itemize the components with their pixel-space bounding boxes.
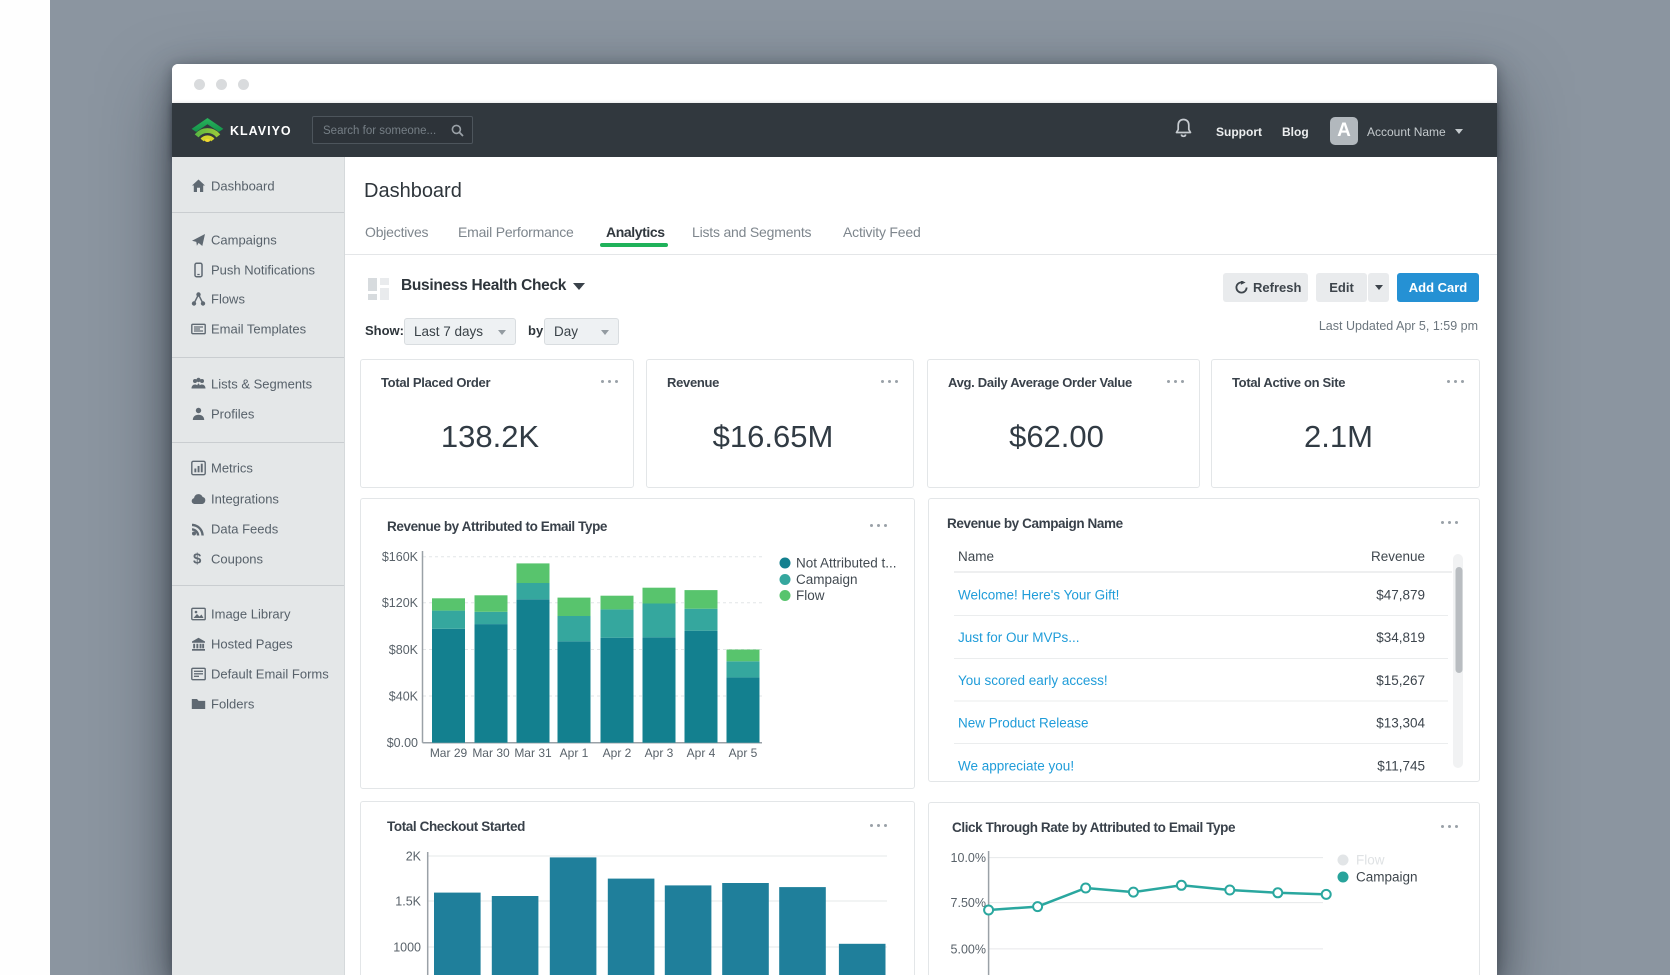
svg-text:Not Attributed t...: Not Attributed t... — [796, 556, 897, 571]
svg-text:7.50%: 7.50% — [951, 896, 986, 910]
svg-text:10.0%: 10.0% — [951, 851, 986, 865]
svg-text:Mar 29: Mar 29 — [430, 746, 468, 760]
svg-text:Apr 5: Apr 5 — [729, 746, 758, 760]
svg-text:$0.00: $0.00 — [387, 736, 418, 750]
svg-text:$120K: $120K — [382, 596, 419, 610]
svg-text:Mar 30: Mar 30 — [472, 746, 510, 760]
svg-text:Just for Our MVPs...: Just for Our MVPs... — [958, 630, 1080, 645]
svg-text:Apr 1: Apr 1 — [560, 746, 589, 760]
svg-text:1.5K: 1.5K — [395, 895, 421, 909]
svg-text:Name: Name — [958, 549, 994, 564]
svg-text:$11,745: $11,745 — [1377, 759, 1425, 774]
svg-text:1000: 1000 — [393, 941, 421, 955]
svg-text:5.00%: 5.00% — [951, 943, 986, 957]
svg-text:Campaign: Campaign — [1356, 870, 1418, 885]
svg-text:New Product Release: New Product Release — [958, 716, 1089, 731]
svg-text:Campaign: Campaign — [796, 572, 858, 587]
svg-text:Apr 4: Apr 4 — [687, 746, 716, 760]
svg-text:$40K: $40K — [389, 689, 419, 703]
svg-text:$47,879: $47,879 — [1376, 588, 1425, 603]
svg-text:Apr 2: Apr 2 — [603, 746, 632, 760]
svg-text:Revenue: Revenue — [1371, 549, 1425, 564]
svg-text:$15,267: $15,267 — [1376, 673, 1425, 688]
svg-text:$160K: $160K — [382, 550, 419, 564]
svg-text:Flow: Flow — [1356, 853, 1385, 868]
svg-text:Welcome! Here's Your Gift!: Welcome! Here's Your Gift! — [958, 588, 1119, 603]
svg-text:We appreciate you!: We appreciate you! — [958, 759, 1074, 774]
svg-text:$80K: $80K — [389, 643, 419, 657]
svg-text:Apr 3: Apr 3 — [645, 746, 674, 760]
svg-text:You scored early access!: You scored early access! — [958, 673, 1108, 688]
svg-text:2K: 2K — [406, 850, 422, 864]
svg-text:$13,304: $13,304 — [1376, 716, 1425, 731]
svg-text:Flow: Flow — [796, 588, 825, 603]
svg-text:Mar 31: Mar 31 — [514, 746, 552, 760]
svg-text:$34,819: $34,819 — [1376, 630, 1425, 645]
